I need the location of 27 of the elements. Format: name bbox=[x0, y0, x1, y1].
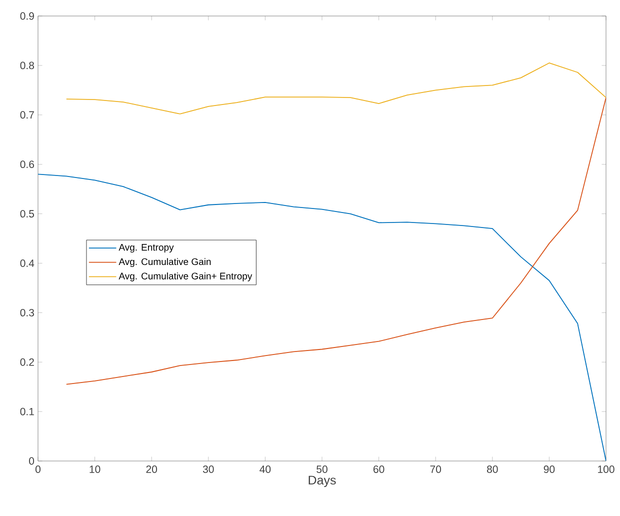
x-tick-label: 0 bbox=[35, 466, 41, 473]
y-tick-label: 0.5 bbox=[20, 210, 34, 218]
line-series bbox=[38, 174, 606, 461]
y-tick-label: 0.4 bbox=[20, 260, 34, 267]
x-tick-label: 10 bbox=[90, 466, 100, 473]
y-tick-label: 0.2 bbox=[20, 358, 34, 366]
x-tick-label: 90 bbox=[544, 466, 555, 473]
legend-label: Avg. Cumulative Gain bbox=[118, 258, 211, 267]
y-tick-label: 0.6 bbox=[20, 160, 34, 168]
y-tick-label: 0 bbox=[29, 457, 34, 465]
x-tick-label: 100 bbox=[598, 466, 614, 473]
x-tick-label: 70 bbox=[430, 466, 442, 473]
y-tick-label: 0.9 bbox=[20, 12, 34, 20]
x-tick-label: 20 bbox=[146, 466, 158, 473]
x-tick-label: 40 bbox=[260, 466, 271, 473]
legend-label: Avg. Entropy bbox=[118, 244, 174, 253]
x-tick-label: 60 bbox=[374, 466, 384, 473]
y-tick-label: 0.3 bbox=[20, 308, 34, 316]
y-tick-label: 0.8 bbox=[20, 62, 34, 70]
x-tick-label: 30 bbox=[202, 466, 214, 473]
x-axis-title: Days bbox=[308, 476, 336, 488]
legend-label: Avg. Cumulative Gain+ Entropy bbox=[118, 272, 252, 282]
x-tick-label: 50 bbox=[316, 466, 328, 473]
x-tick-label: 80 bbox=[487, 466, 498, 473]
y-tick-label: 0.1 bbox=[20, 408, 34, 416]
y-tick-label: 0.7 bbox=[20, 111, 34, 119]
line-series bbox=[66, 97, 606, 385]
